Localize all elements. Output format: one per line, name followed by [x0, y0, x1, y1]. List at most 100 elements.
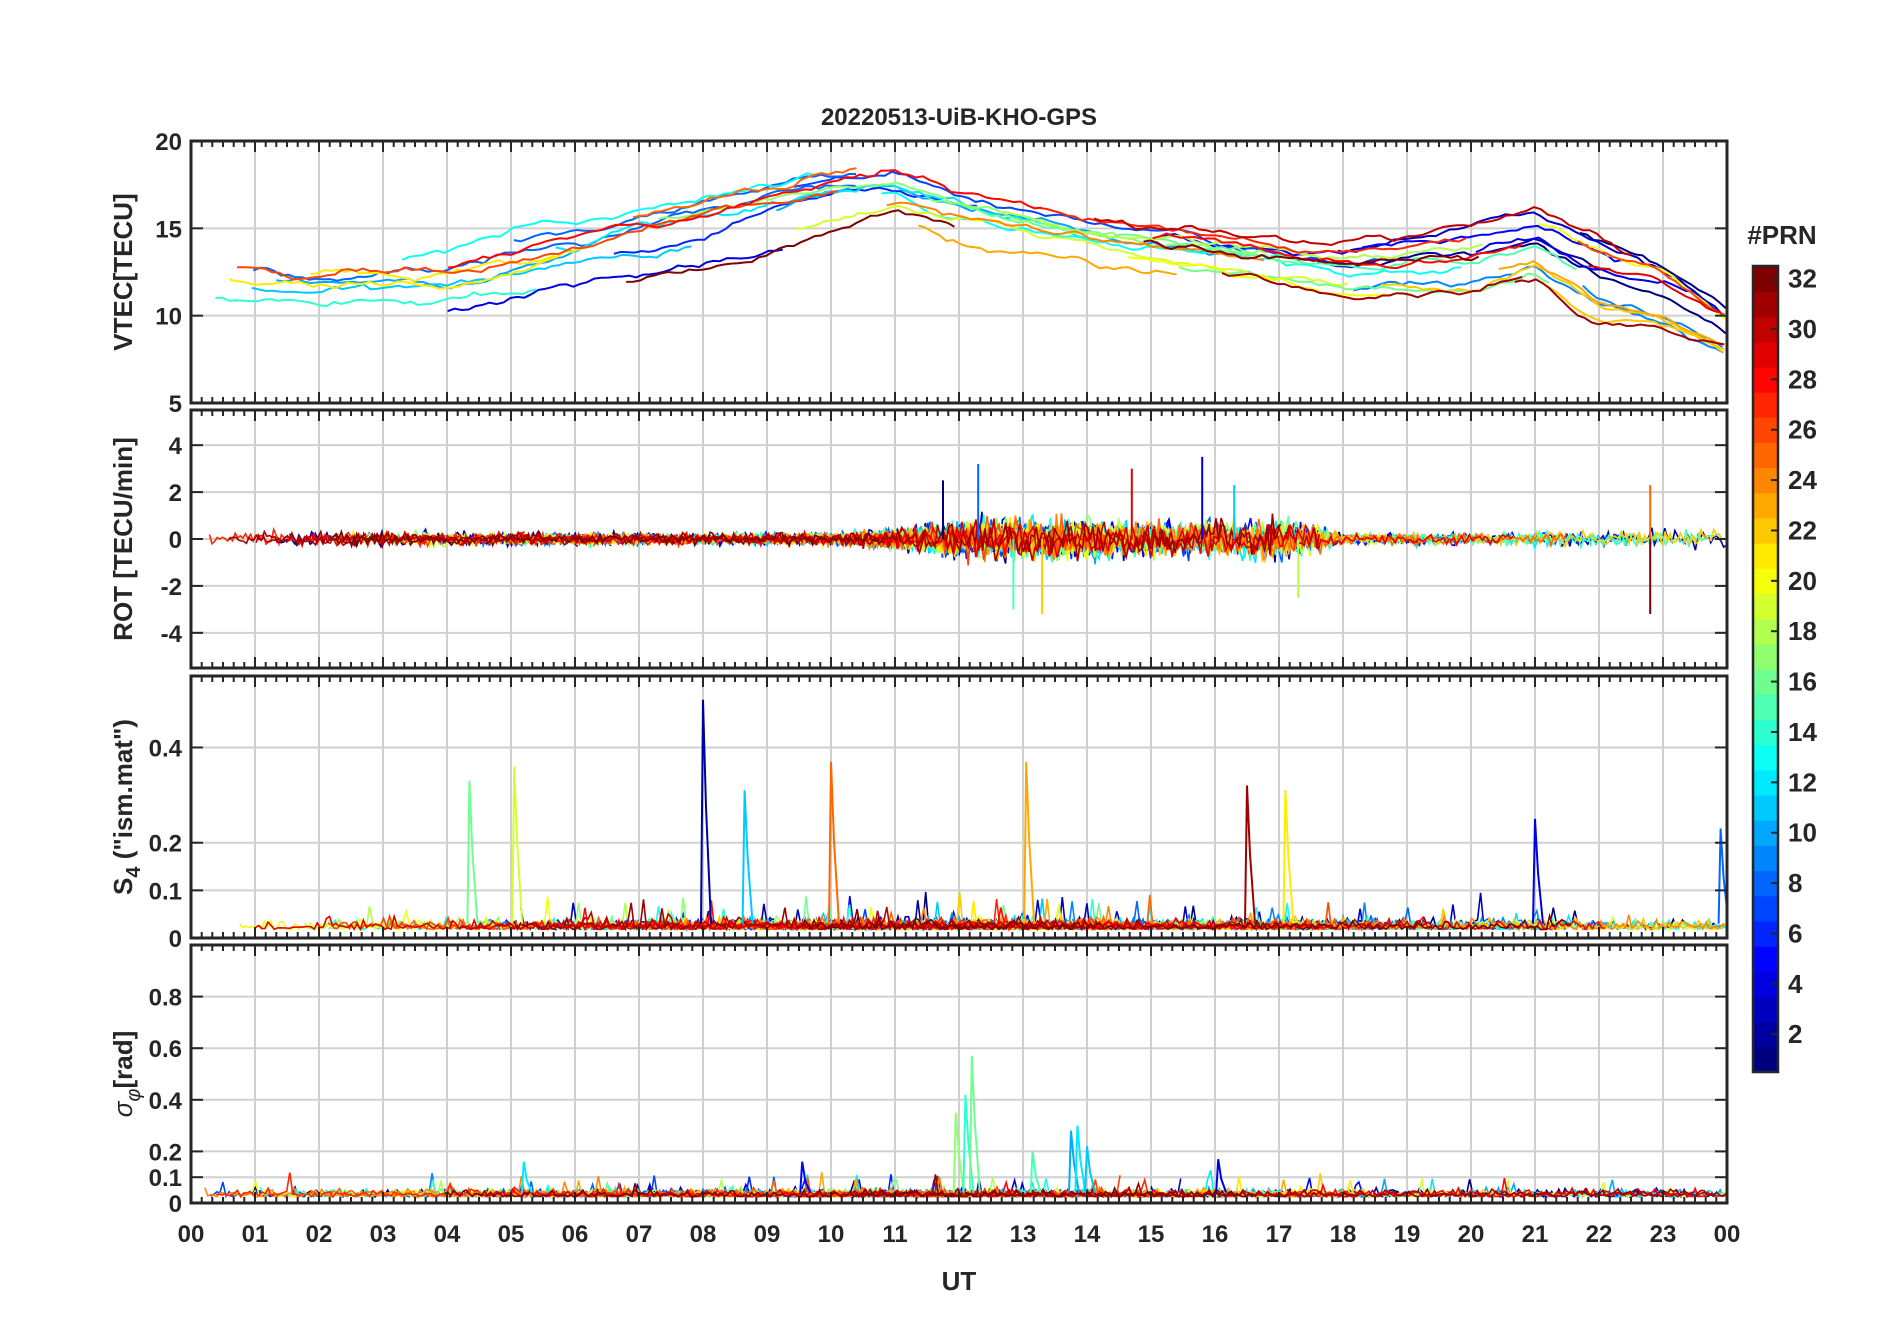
colorbar-swatch-prn-11	[1753, 794, 1778, 821]
x-tick-label: 09	[754, 1221, 781, 1248]
s4-trace-prn-32	[800, 909, 1572, 932]
vtec-trace-prn-32	[1143, 239, 1480, 265]
colorbar-swatch-prn-21	[1753, 543, 1778, 569]
x-tick-label: 18	[1330, 1221, 1357, 1248]
x-tick-label: 07	[626, 1221, 653, 1248]
colorbar-swatch-prn-3	[1753, 996, 1778, 1023]
x-tick-label: 11	[882, 1221, 907, 1248]
vtec-trace-prn-22	[1380, 263, 1724, 354]
sigma_phi-spike	[1084, 1146, 1096, 1193]
panel-sigma-phi: 00.10.2 0.4 0.6 0.8σφ[rad]	[108, 943, 1729, 1218]
colorbar-tick-label: 4	[1788, 969, 1803, 999]
y-tick-label: 0.1	[149, 1165, 182, 1192]
sigma_phi-spike	[952, 1112, 965, 1193]
rot-trace-prn-32	[330, 529, 883, 549]
colorbar-swatch-prn-19	[1753, 593, 1778, 620]
y-tick-label: 0.4	[149, 1088, 183, 1115]
x-tick-label: 21	[1522, 1221, 1549, 1248]
vtec-trace-prn-26	[1577, 240, 1725, 316]
s4-spike	[1244, 785, 1256, 924]
colorbar-swatch-prn-27	[1753, 391, 1778, 418]
s4-spike	[1282, 790, 1295, 924]
colorbar-tick-label: 26	[1788, 415, 1817, 445]
vtec-trace-prn-20	[1127, 256, 1387, 297]
x-ticks	[190, 141, 1728, 403]
colorbar-tick-label: 18	[1788, 616, 1817, 646]
sigma_phi-spike	[799, 1161, 812, 1194]
s4-trace-prn-30	[458, 906, 1433, 932]
data-layer	[204, 1055, 1727, 1200]
vtec-trace-prn-28	[1152, 232, 1524, 270]
vtec-trace-prn-17	[658, 181, 1267, 255]
y-tick-label: 0	[169, 1191, 182, 1218]
y-tick-label: 0.4	[149, 735, 183, 762]
s4-spike	[511, 766, 524, 924]
x-tick-label: 20	[1458, 1221, 1485, 1248]
data-layer	[215, 167, 1727, 354]
x-tick-label: 12	[946, 1221, 973, 1248]
colorbar-swatch-prn-13	[1753, 744, 1778, 771]
colorbar-tick-label: 14	[1788, 717, 1817, 747]
colorbar-swatch-prn-1	[1753, 1046, 1778, 1073]
colorbar-tick-label: 2	[1788, 1019, 1802, 1049]
vtec-trace-prn-32	[626, 209, 955, 283]
y-tick-label: 5	[169, 391, 182, 418]
x-tick-label: 00	[178, 1221, 205, 1248]
vtec-trace-prn-9	[1353, 265, 1724, 354]
vtec-trace-prn-11	[251, 245, 692, 294]
y-axis-label: S4 ("ism.mat")	[108, 719, 145, 895]
x-tick-labels: 00 01 02 03 04 05 06 07 08 09 10 11 12 13 14 15 16 17 18 19…	[178, 1221, 1741, 1248]
y-tick-label: 15	[155, 216, 182, 243]
vtec-trace-prn-8	[252, 184, 862, 282]
y-tick-label: 0.1	[149, 878, 182, 905]
x-tick-label: 10	[818, 1221, 845, 1248]
vtec-trace-prn-31	[1221, 271, 1523, 301]
x-tick-label: 08	[690, 1221, 717, 1248]
x-tick-label: 06	[562, 1221, 589, 1248]
y-tick-label: 0.2	[149, 831, 182, 858]
x-tick-label: 17	[1266, 1221, 1293, 1248]
vtec-trace-prn-21	[229, 246, 586, 290]
s4-trace-prn-31	[507, 899, 1078, 932]
x-tick-label: 01	[242, 1221, 269, 1248]
y-tick-label: 0.2	[149, 1139, 182, 1166]
colorbar-swatch-prn-25	[1753, 442, 1778, 469]
colorbar-swatch-prn-9	[1753, 845, 1778, 872]
sigma_phi-spike	[1215, 1158, 1228, 1194]
colorbar-swatch-prn-5	[1753, 946, 1778, 972]
x-tick-label: 16	[1202, 1221, 1229, 1248]
colorbar-swatch-prn-23	[1753, 492, 1778, 519]
x-tick-label: 23	[1650, 1221, 1677, 1248]
s4-spike	[700, 699, 712, 924]
x-ticks	[190, 945, 1728, 1203]
x-tick-label: 05	[498, 1221, 525, 1248]
sigma_phi-spike	[1074, 1125, 1087, 1193]
rot-trace-prn-28	[305, 525, 1021, 558]
sigma_phi-trace-prn-27	[215, 1172, 1361, 1199]
s4-spike	[1532, 818, 1544, 924]
x-axis-label: UT	[942, 1266, 977, 1296]
y-tick-label: -2	[161, 574, 182, 601]
x-tick-label: 15	[1138, 1221, 1165, 1248]
vtec-trace-prn-23	[918, 224, 1177, 276]
panel-rot: -4 -2 0 2 4 ROT [TECU/min]	[108, 408, 1729, 670]
colorbar-tick-label: 16	[1788, 667, 1817, 697]
x-tick-label: 14	[1074, 1221, 1101, 1248]
sigma_phi-spike	[520, 1161, 533, 1194]
x-tick-label: 00	[1714, 1221, 1741, 1248]
y-axis-label: σφ[rad]	[108, 1031, 145, 1118]
colorbar-frame	[1751, 264, 1780, 1074]
panel-s4: 0 0.1 0.2 0.4S4 ("ism.mat")	[108, 674, 1729, 953]
vtec-trace-prn-31	[1514, 278, 1725, 346]
y-tick-label: 0	[169, 527, 182, 554]
y-tick-label: 10	[155, 304, 182, 331]
colorbar-title: #PRN	[1747, 220, 1816, 250]
panel-vtec: 5 10 15 20 VTEC[TECU]	[108, 129, 1729, 418]
y-tick-label: 20	[155, 129, 182, 156]
y-tick-label: 2	[169, 480, 182, 507]
colorbar-tick-label: 10	[1788, 818, 1817, 848]
x-tick-label: 19	[1394, 1221, 1421, 1248]
colorbar-swatch-prn-15	[1753, 694, 1778, 720]
colorbar-swatch-prn-29	[1753, 341, 1778, 368]
